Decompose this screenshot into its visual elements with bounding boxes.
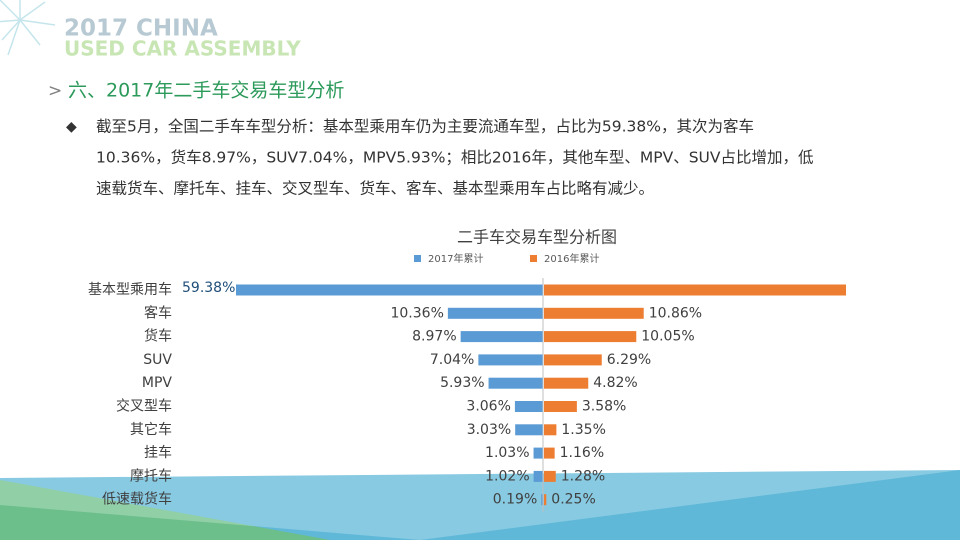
section-title: 六、2017年二手车交易车型分析 [68, 80, 344, 102]
value-label: 3.58% [582, 399, 626, 415]
bar [544, 284, 846, 296]
legend-label: 2017年累计 [428, 252, 483, 265]
section-marker: > [48, 81, 62, 101]
logo-line2: USED CAR ASSEMBLY [64, 37, 301, 61]
value-label: 10.86% [649, 305, 702, 321]
category-label: 基本型乘用车 [88, 281, 172, 298]
value-label: 10.36% [390, 305, 443, 321]
category-label: 客车 [144, 304, 172, 321]
value-label: 0.25% [551, 492, 595, 508]
body-line: 截至5月，全国二手车车型分析：基本型乘用车仍为主要流通车型，占比为59.38%，… [96, 118, 754, 136]
bar [544, 377, 589, 389]
value-label: 5.93% [440, 375, 484, 391]
logo-line1: 2017 CHINA [64, 16, 218, 42]
body-line: 10.36%，货车8.97%，SUV7.04%，MPV5.93%；相比2016年… [96, 149, 814, 167]
bar [236, 284, 544, 296]
value-label: 1.28% [561, 468, 605, 484]
category-label: MPV [142, 375, 173, 391]
legend-swatch [414, 255, 421, 262]
bar [533, 447, 543, 459]
body-line: 速载货车、摩托车、挂车、交叉型车、货车、客车、基本型乘用车占比略有减少。 [96, 180, 654, 198]
category-label: 货车 [144, 328, 172, 345]
bars [236, 284, 846, 506]
bullet: ◆ [66, 119, 77, 135]
bar [544, 354, 602, 366]
bar [544, 424, 557, 436]
value-label: 8.97% [412, 329, 456, 345]
value-label: 3.06% [466, 399, 510, 415]
legend-label: 2016年累计 [544, 252, 599, 265]
value-label: 0.19% [493, 492, 537, 508]
value-label: 59.38% [182, 280, 235, 296]
value-label: 1.16% [560, 445, 604, 461]
bar [478, 354, 543, 366]
bar [544, 470, 556, 482]
value-label: 6.29% [607, 352, 651, 368]
value-label: 1.02% [485, 468, 529, 484]
value-label: 1.35% [561, 422, 605, 438]
bar [541, 494, 543, 506]
category-label: 摩托车 [130, 467, 172, 484]
value-label: 3.03% [467, 422, 511, 438]
bar [460, 331, 543, 343]
category-label: SUV [143, 352, 172, 368]
bar [515, 424, 543, 436]
bar [544, 494, 547, 506]
legend-swatch [530, 255, 537, 262]
bar [544, 447, 555, 459]
chart-title: 二手车交易车型分析图 [457, 228, 617, 247]
category-label: 挂车 [144, 444, 172, 461]
value-label: 4.82% [593, 375, 637, 391]
category-label: 交叉型车 [116, 398, 172, 415]
category-label: 低速载货车 [102, 491, 172, 508]
bar [514, 401, 543, 412]
bar [533, 470, 543, 482]
bar [544, 307, 644, 319]
bar [544, 401, 577, 412]
bar [544, 331, 637, 343]
value-label: 7.04% [430, 352, 474, 368]
category-label: 其它车 [130, 421, 172, 438]
bar [488, 377, 543, 389]
bar [447, 307, 543, 319]
value-label: 1.03% [485, 445, 529, 461]
value-label: 10.05% [641, 329, 694, 345]
